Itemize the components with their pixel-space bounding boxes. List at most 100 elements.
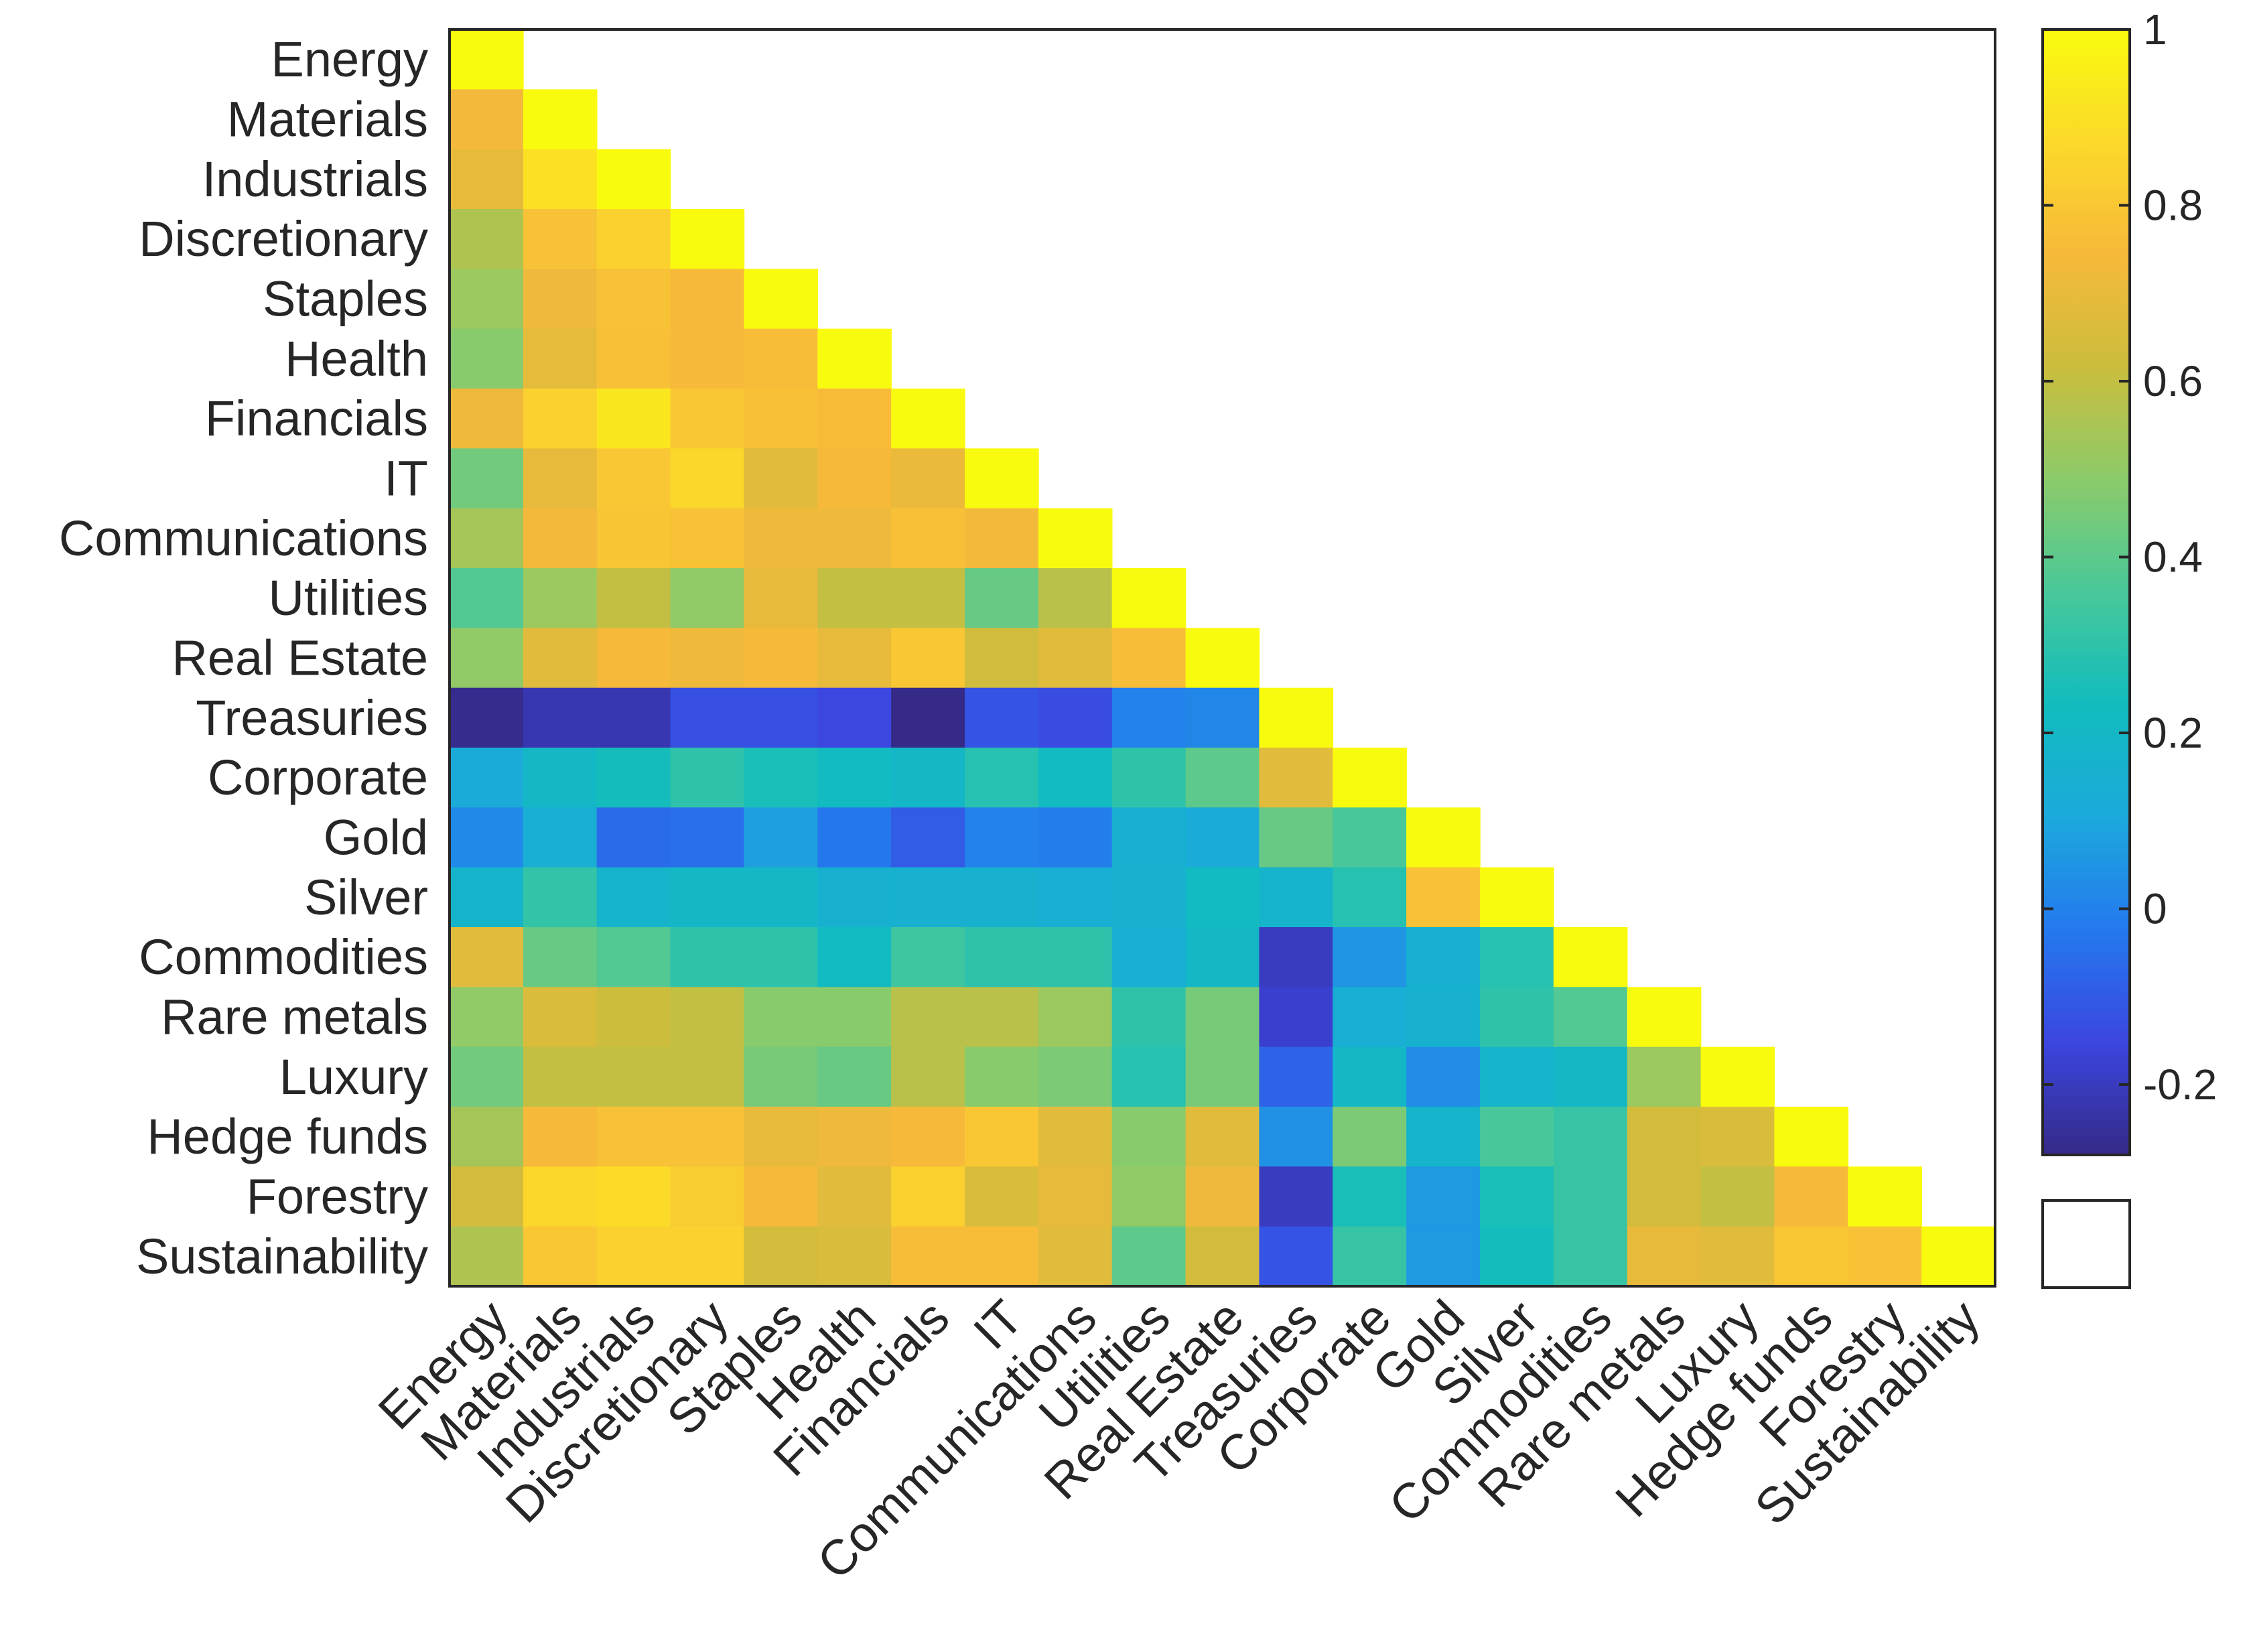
cell-16-12 [1333, 987, 1407, 1048]
cell-14-13 [1406, 867, 1481, 928]
cell-17-0 [450, 1046, 524, 1107]
cell-18-2 [596, 1107, 671, 1168]
cell-17-1 [523, 1046, 598, 1107]
cell-16-10 [1185, 987, 1260, 1048]
cell-4-0 [450, 269, 524, 330]
cell-20-16 [1627, 1226, 1702, 1287]
cell-13-0 [450, 807, 524, 868]
cell-14-5 [817, 867, 892, 928]
nan-swatch [2041, 1199, 2131, 1289]
cell-3-3 [670, 209, 745, 270]
cell-18-14 [1480, 1107, 1554, 1168]
row-label: Gold [324, 810, 428, 866]
cell-11-2 [596, 687, 671, 748]
cell-10-3 [670, 628, 745, 689]
row-label: Treasuries [196, 690, 428, 746]
cell-2-0 [450, 149, 524, 210]
cell-13-4 [744, 807, 819, 868]
colorbar-tick-label: -0.2 [2143, 1060, 2217, 1109]
cell-19-14 [1480, 1166, 1554, 1227]
cell-19-11 [1259, 1166, 1334, 1227]
cell-12-5 [817, 748, 892, 809]
cell-5-5 [817, 328, 892, 389]
row-labels: EnergyMaterialsIndustrialsDiscretionaryS… [59, 31, 428, 1284]
cell-17-7 [965, 1046, 1039, 1107]
cell-15-10 [1185, 927, 1260, 988]
cell-2-2 [596, 149, 671, 210]
cell-10-7 [965, 628, 1039, 689]
cell-10-1 [523, 628, 598, 689]
cell-11-10 [1185, 687, 1260, 748]
cell-11-8 [1038, 687, 1113, 748]
cell-15-0 [450, 927, 524, 988]
colorbar-tick-label: 0.2 [2143, 709, 2203, 757]
cell-16-13 [1406, 987, 1481, 1048]
cell-9-6 [891, 568, 965, 629]
cell-17-14 [1480, 1046, 1554, 1107]
cell-7-7 [965, 448, 1039, 509]
colorbar-tick-label: 1 [2143, 5, 2167, 54]
cell-12-9 [1111, 748, 1186, 809]
cell-16-11 [1259, 987, 1334, 1048]
row-label: Staples [263, 271, 428, 327]
cell-1-1 [523, 89, 598, 150]
cell-17-2 [596, 1046, 671, 1107]
cell-18-12 [1333, 1107, 1407, 1168]
cell-13-5 [817, 807, 892, 868]
cell-14-9 [1111, 867, 1186, 928]
cell-3-1 [523, 209, 598, 270]
row-label: Real Estate [172, 630, 428, 686]
cell-2-1 [523, 149, 598, 210]
cell-18-5 [817, 1107, 892, 1168]
cell-16-6 [891, 987, 965, 1048]
cell-9-5 [817, 568, 892, 629]
cell-19-0 [450, 1166, 524, 1227]
cell-15-3 [670, 927, 745, 988]
cell-9-3 [670, 568, 745, 629]
cell-17-8 [1038, 1046, 1113, 1107]
cell-20-8 [1038, 1226, 1113, 1287]
cell-12-1 [523, 748, 598, 809]
cell-16-14 [1480, 987, 1554, 1048]
cell-7-6 [891, 448, 965, 509]
cell-18-9 [1111, 1107, 1186, 1168]
cell-6-6 [891, 389, 965, 450]
cell-17-4 [744, 1046, 819, 1107]
cell-12-8 [1038, 748, 1113, 809]
cell-20-6 [891, 1226, 965, 1287]
cell-19-7 [965, 1166, 1039, 1227]
cell-19-19 [1848, 1166, 1922, 1227]
cell-19-12 [1333, 1166, 1407, 1227]
cell-13-7 [965, 807, 1039, 868]
colorbar-tick-label: 0.4 [2143, 533, 2203, 581]
cell-9-9 [1111, 568, 1186, 629]
cell-20-15 [1553, 1226, 1628, 1287]
cell-7-5 [817, 448, 892, 509]
cell-9-7 [965, 568, 1039, 629]
cell-8-1 [523, 508, 598, 569]
cell-13-8 [1038, 807, 1113, 868]
cell-17-17 [1700, 1046, 1775, 1107]
cell-7-0 [450, 448, 524, 509]
cell-12-2 [596, 748, 671, 809]
cell-12-0 [450, 748, 524, 809]
cell-19-16 [1627, 1166, 1702, 1227]
cell-15-14 [1480, 927, 1554, 988]
cell-20-20 [1921, 1226, 1996, 1287]
cell-13-10 [1185, 807, 1260, 868]
cell-3-0 [450, 209, 524, 270]
cell-20-4 [744, 1226, 819, 1287]
cell-10-4 [744, 628, 819, 689]
cell-20-0 [450, 1226, 524, 1287]
cell-20-7 [965, 1226, 1039, 1287]
cell-11-11 [1259, 687, 1334, 748]
cell-12-11 [1259, 748, 1334, 809]
plot-frame [448, 28, 1996, 1288]
cell-17-15 [1553, 1046, 1628, 1107]
cell-15-4 [744, 927, 819, 988]
cell-6-1 [523, 389, 598, 450]
cell-14-6 [891, 867, 965, 928]
cell-10-2 [596, 628, 671, 689]
cell-4-4 [744, 269, 819, 330]
cell-13-1 [523, 807, 598, 868]
